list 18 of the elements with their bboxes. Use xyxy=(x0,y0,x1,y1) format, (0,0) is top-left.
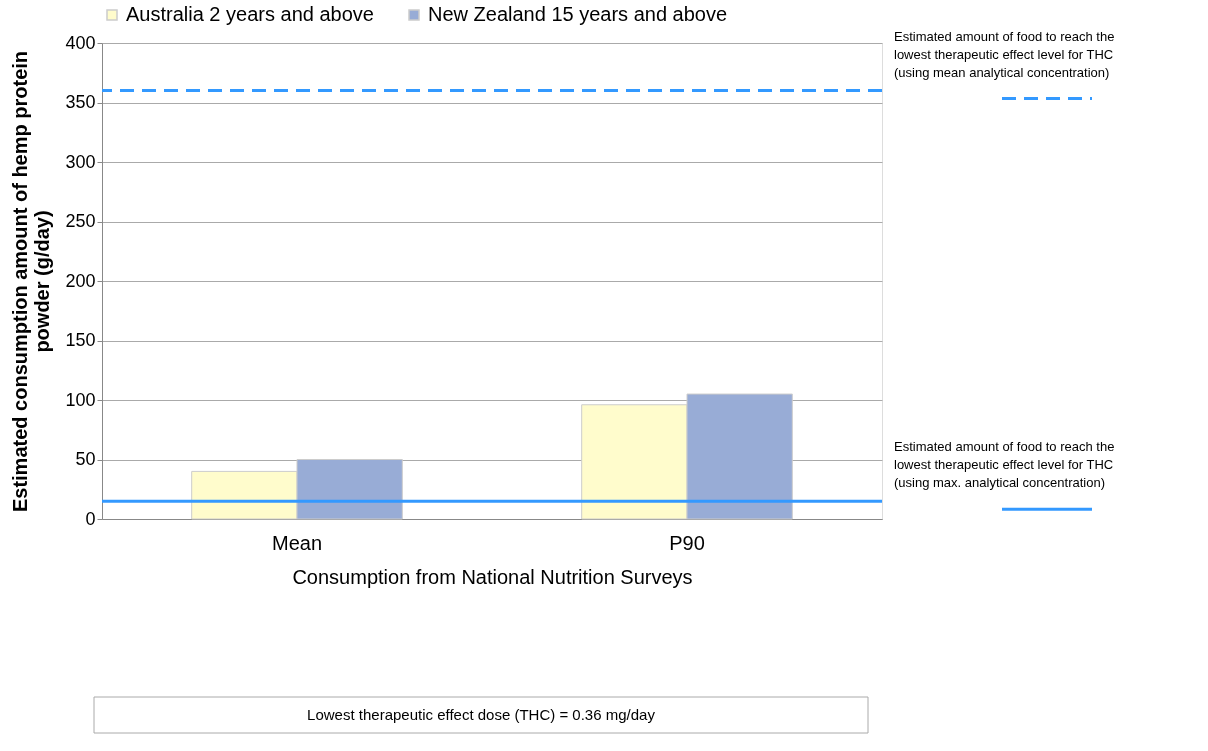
y-axis-title: Estimated consumption amount of hemp protein powder (g/day) xyxy=(9,50,54,513)
y-tick-label: 0 xyxy=(85,508,96,529)
y-tick-label: 150 xyxy=(65,330,96,350)
legend-label: New Zealand 15 years and above xyxy=(428,3,728,25)
ref-line-label: Estimated amount of food to reach the lowest therapeutic effect level for THC (using mean analytical concentration) xyxy=(894,28,1115,80)
legend-label: Australia 2 years and above xyxy=(126,3,374,25)
y-tick-label: 200 xyxy=(65,270,96,291)
x-axis-title: Consumption from National Nutrition Surveys xyxy=(292,565,693,588)
x-tick-label: Mean xyxy=(271,531,323,554)
x-tick-label: P90 xyxy=(669,531,705,554)
y-tick-label: 100 xyxy=(65,389,96,410)
y-tick-label: 400 xyxy=(65,32,96,53)
ref-line-label: Estimated amount of food to reach the lowest therapeutic effect level for THC (using max. analytical concentration) xyxy=(894,439,1115,491)
y-tick-label: 250 xyxy=(65,211,96,231)
text: Lowest therapeutic effect dose (THC) = 0.36 mg/day xyxy=(307,706,656,723)
y-tick-label: 300 xyxy=(65,151,96,172)
y-tick-label: 50 xyxy=(75,449,96,469)
y-tick-label: 350 xyxy=(65,92,96,112)
